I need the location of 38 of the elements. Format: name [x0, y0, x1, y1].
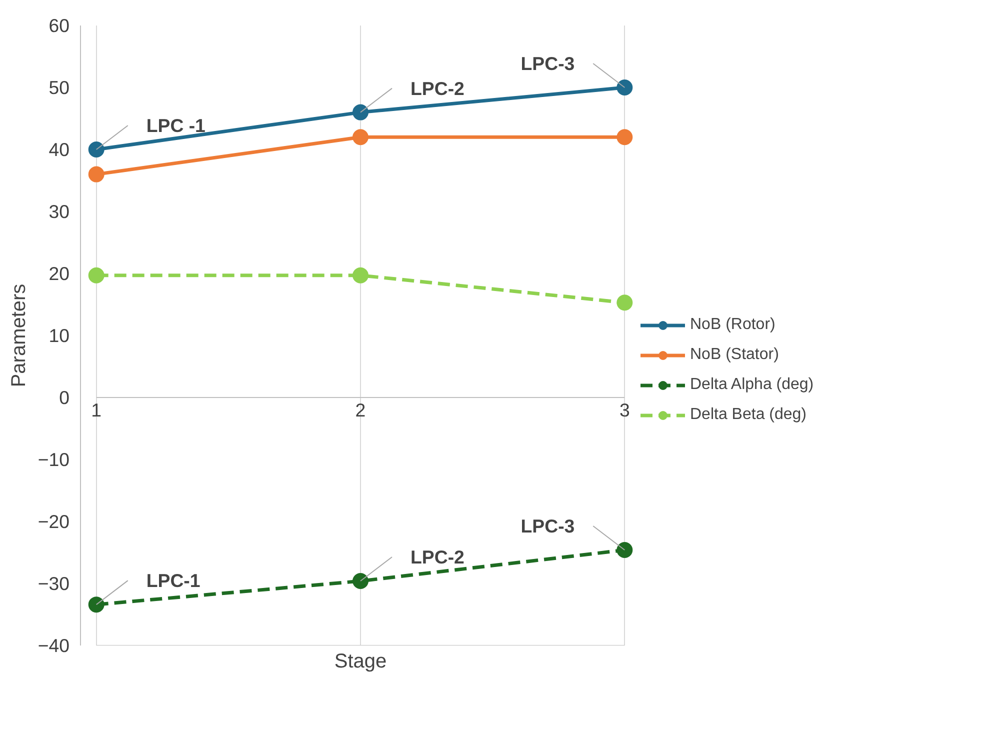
point: [616, 542, 633, 558]
point: [88, 166, 104, 182]
point: [616, 80, 633, 96]
annotation: LPC-3: [520, 53, 575, 74]
annotation: LPC-3: [520, 516, 575, 537]
point: [88, 142, 104, 158]
legend-label: NoB (Stator): [690, 346, 779, 364]
y-tick-label: −40: [38, 635, 70, 656]
y-axis-title: Parameters: [8, 284, 30, 388]
x-tick-label: 1: [91, 400, 102, 420]
x-tick-label: 2: [355, 400, 366, 420]
point: [88, 596, 104, 613]
point: [352, 267, 368, 284]
legend-label: Delta Beta (deg): [690, 406, 807, 424]
y-tick-label: −20: [38, 511, 70, 532]
y-tick-label: 50: [48, 77, 70, 98]
y-tick-label: 20: [48, 263, 70, 284]
y-tick-label: 60: [48, 15, 70, 36]
y-tick-label: −10: [38, 449, 70, 470]
y-tick-label: 30: [48, 201, 70, 222]
point: [352, 129, 368, 146]
point: [616, 294, 633, 311]
point: [352, 573, 368, 590]
annotation: LPC-1: [146, 570, 200, 592]
annotation: LPC-2: [410, 78, 464, 99]
legend-label: NoB (Rotor): [690, 316, 776, 334]
x-tick-label: 3: [619, 400, 630, 420]
x-axis-title: Stage: [334, 650, 387, 672]
point: [88, 267, 104, 284]
y-tick-label: −30: [38, 573, 70, 594]
point: [352, 104, 368, 120]
y-tick-label: 10: [48, 325, 70, 346]
point: [616, 129, 633, 146]
annotation: LPC -1: [146, 115, 206, 136]
y-tick-label: 40: [48, 139, 70, 160]
y-tick-label: 0: [59, 387, 70, 408]
legend-label: Delta Alpha (deg): [690, 376, 814, 394]
annotation: LPC-2: [410, 546, 464, 568]
